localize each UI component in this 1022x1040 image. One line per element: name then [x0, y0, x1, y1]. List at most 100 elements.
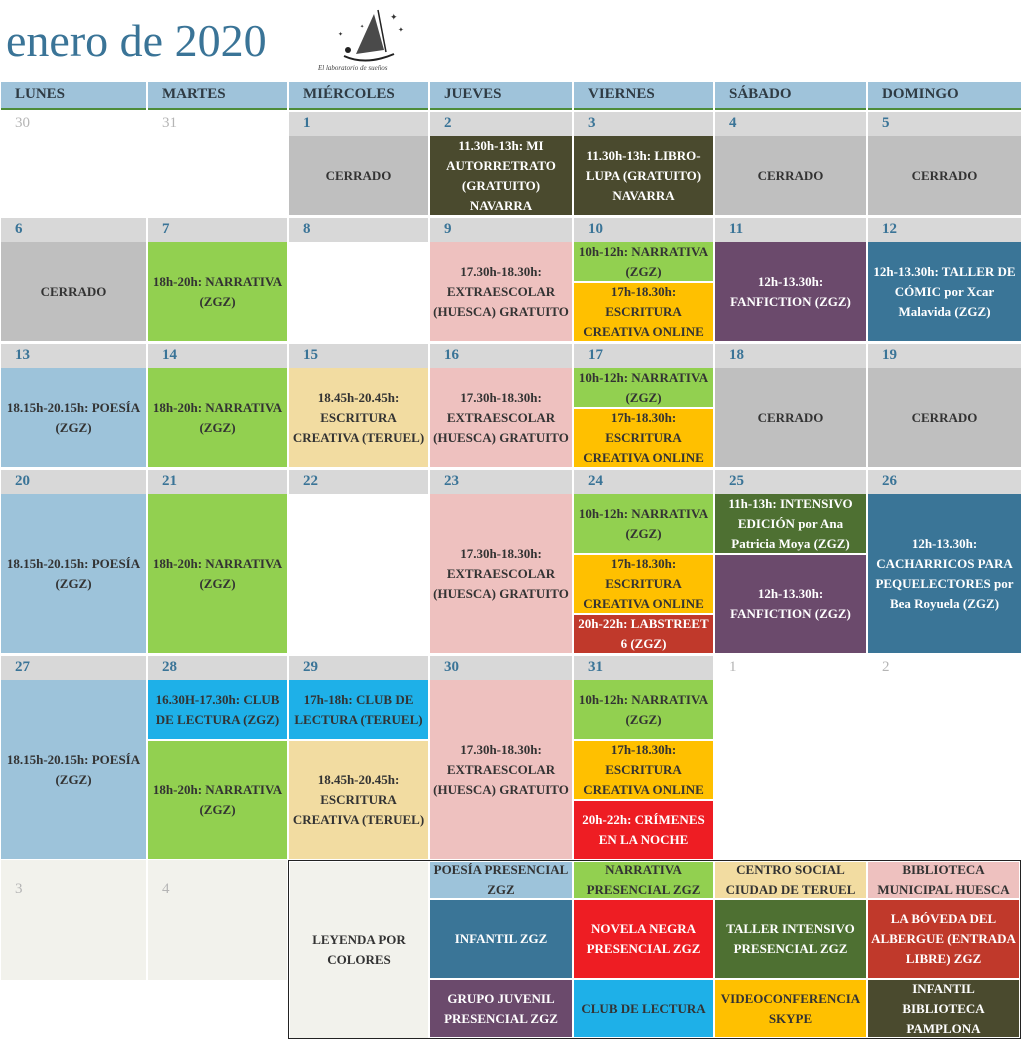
legend-videoconferencia: VIDEOCONFERENCIA SKYPE [715, 980, 866, 1037]
event-escritura-teruel[interactable]: 18.45h-20.45h: ESCRITURA CREATIVA (TERUE… [289, 741, 428, 859]
event-extraescolar[interactable]: 17.30h-18.30h: EXTRAESCOLAR (HUESCA) GRA… [430, 680, 572, 859]
day-number: 26 [868, 470, 1021, 494]
day-number: 24 [574, 470, 713, 494]
event-cerrado[interactable]: CERRADO [715, 136, 866, 215]
day-number: 30 [15, 115, 30, 131]
weekday-header-wednesday: MIÉRCOLES [289, 82, 428, 110]
event-extraescolar[interactable]: 17.30h-18.30h: EXTRAESCOLAR (HUESCA) GRA… [430, 242, 572, 341]
legend-centro-social: CENTRO SOCIAL CIUDAD DE TERUEL [715, 862, 866, 898]
event-club-lectura-zgz[interactable]: 16.30H-17.30h: CLUB DE LECTURA (ZGZ) [148, 680, 287, 739]
day-number: 8 [289, 218, 428, 242]
weekday-header-tuesday: MARTES [148, 82, 287, 110]
event-escritura-online[interactable]: 17h-18.30h: ESCRITURA CREATIVA ONLINE [574, 409, 713, 467]
event-fanfiction[interactable]: 12h-13.30h: FANFICTION (ZGZ) [715, 242, 866, 341]
day-number: 7 [148, 218, 287, 242]
event-poesia[interactable]: 18.15h-20.15h: POESÍA (ZGZ) [1, 494, 146, 653]
logo-caption: El laboratorio de sueños [318, 64, 388, 72]
day-number: 2 [430, 112, 572, 136]
event-narrativa[interactable]: 10h-12h: NARRATIVA (ZGZ) [574, 680, 713, 739]
day-number: 21 [148, 470, 287, 494]
weekday-header-friday: VIERNES [574, 82, 713, 110]
event-intensivo-edicion[interactable]: 11h-13h: INTENSIVO EDICIÓN por Ana Patri… [715, 494, 866, 553]
day-number: 20 [1, 470, 146, 494]
day-number: 6 [1, 218, 146, 242]
event-escritura-online[interactable]: 17h-18.30h: ESCRITURA CREATIVA ONLINE [574, 741, 713, 799]
event-mi-autorretrato[interactable]: 11.30h-13h: MI AUTORRETRATO (GRATUITO) N… [430, 136, 572, 215]
day-number: 27 [1, 656, 146, 680]
day-number: 10 [574, 218, 713, 242]
legend-box [288, 860, 1021, 1039]
event-narrativa[interactable]: 10h-12h: NARRATIVA (ZGZ) [574, 494, 713, 553]
day-number: 12 [868, 218, 1021, 242]
event-libro-lupa[interactable]: 11.30h-13h: LIBRO-LUPA (GRATUITO) NAVARR… [574, 136, 713, 215]
event-cerrado[interactable]: CERRADO [868, 136, 1021, 215]
event-narrativa[interactable]: 10h-12h: NARRATIVA (ZGZ) [574, 368, 713, 407]
day-number: 13 [1, 344, 146, 368]
legend-title: LEYENDA POR COLORES [290, 862, 428, 1038]
event-extraescolar[interactable]: 17.30h-18.30h: EXTRAESCOLAR (HUESCA) GRA… [430, 494, 572, 653]
page-title: enero de 2020 [6, 15, 267, 66]
day-number: 15 [289, 344, 428, 368]
day-number: 1 [289, 112, 428, 136]
day-number: 4 [715, 112, 866, 136]
event-club-lectura-teruel[interactable]: 17h-18h: CLUB DE LECTURA (TERUEL) [289, 680, 428, 739]
event-escritura-online[interactable]: 17h-18.30h: ESCRITURA CREATIVA ONLINE [574, 555, 713, 613]
day-number: 28 [148, 656, 287, 680]
event-cerrado[interactable]: CERRADO [715, 368, 866, 467]
legend-taller-intensivo: TALLER INTENSIVO PRESENCIAL ZGZ [715, 900, 866, 978]
day-number: 31 [574, 656, 713, 680]
event-labstreet[interactable]: 20h-22h: LABSTREET 6 (ZGZ) [574, 615, 713, 653]
day-number: 25 [715, 470, 866, 494]
svg-text:✦: ✦ [338, 31, 343, 38]
event-narrativa[interactable]: 18h-20h: NARRATIVA (ZGZ) [148, 242, 287, 341]
event-narrativa[interactable]: 18h-20h: NARRATIVA (ZGZ) [148, 368, 287, 467]
legend-novela-negra: NOVELA NEGRA PRESENCIAL ZGZ [574, 900, 713, 978]
legend-boveda: LA BÓVEDA DEL ALBERGUE (ENTRADA LIBRE) Z… [868, 900, 1019, 978]
out-of-month-cell [148, 860, 287, 980]
day-number: 16 [430, 344, 572, 368]
day-number: 19 [868, 344, 1021, 368]
day-number: 14 [148, 344, 287, 368]
weekday-header-sunday: DOMINGO [868, 82, 1021, 110]
legend-grupo-juvenil: GRUPO JUVENIL PRESENCIAL ZGZ [430, 980, 572, 1037]
day-number: 23 [430, 470, 572, 494]
event-narrativa[interactable]: 10h-12h: NARRATIVA (ZGZ) [574, 242, 713, 281]
event-escritura-online[interactable]: 17h-18.30h: ESCRITURA CREATIVA ONLINE [574, 283, 713, 341]
event-extraescolar[interactable]: 17.30h-18.30h: EXTRAESCOLAR (HUESCA) GRA… [430, 368, 572, 467]
event-poesia[interactable]: 18.15h-20.15h: POESÍA (ZGZ) [1, 680, 146, 859]
logo-sailboat-icon: ✦ ✦ ✦ ✦ [338, 9, 404, 62]
day-number: 31 [162, 115, 177, 131]
event-taller-comic[interactable]: 12h-13.30h: TALLER DE CÓMIC por Xcar Mal… [868, 242, 1021, 341]
event-cacharricos[interactable]: 12h-13.30h: CACHARRICOS PARA PEQUELECTOR… [868, 494, 1021, 653]
legend-narrativa: NARRATIVA PRESENCIAL ZGZ [574, 862, 713, 898]
event-cerrado[interactable]: CERRADO [1, 242, 146, 341]
day-number: 9 [430, 218, 572, 242]
day-number: 11 [715, 218, 866, 242]
legend-infantil-pamplona: INFANTIL BIBLIOTECA PAMPLONA [868, 980, 1019, 1037]
day-number: 18 [715, 344, 866, 368]
legend-club-lectura: CLUB DE LECTURA [574, 980, 713, 1037]
event-narrativa[interactable]: 18h-20h: NARRATIVA (ZGZ) [148, 741, 287, 859]
day-number: 3 [574, 112, 713, 136]
day-number: 2 [882, 659, 890, 675]
event-cerrado[interactable]: CERRADO [868, 368, 1021, 467]
day-number: 30 [430, 656, 572, 680]
svg-text:✦: ✦ [398, 26, 404, 34]
legend-biblioteca-huesca: BIBLIOTECA MUNICIPAL HUESCA [868, 862, 1019, 898]
event-escritura-teruel[interactable]: 18.45h-20.45h: ESCRITURA CREATIVA (TERUE… [289, 368, 428, 467]
legend-infantil: INFANTIL ZGZ [430, 900, 572, 978]
event-cerrado[interactable]: CERRADO [289, 136, 428, 215]
day-number: 4 [162, 881, 170, 897]
svg-text:✦: ✦ [390, 13, 398, 23]
event-crimenes[interactable]: 20h-22h: CRÍMENES EN LA NOCHE [574, 801, 713, 859]
event-poesia[interactable]: 18.15h-20.15h: POESÍA (ZGZ) [1, 368, 146, 467]
weekday-header-monday: LUNES [1, 82, 146, 110]
svg-text:✦: ✦ [360, 24, 364, 30]
day-number: 3 [15, 881, 23, 897]
event-fanfiction[interactable]: 12h-13.30h: FANFICTION (ZGZ) [715, 555, 866, 653]
event-narrativa[interactable]: 18h-20h: NARRATIVA (ZGZ) [148, 494, 287, 653]
day-number: 22 [289, 470, 428, 494]
weekday-header-thursday: JUEVES [430, 82, 572, 110]
weekday-header-saturday: SÁBADO [715, 82, 866, 110]
day-number: 1 [729, 659, 737, 675]
